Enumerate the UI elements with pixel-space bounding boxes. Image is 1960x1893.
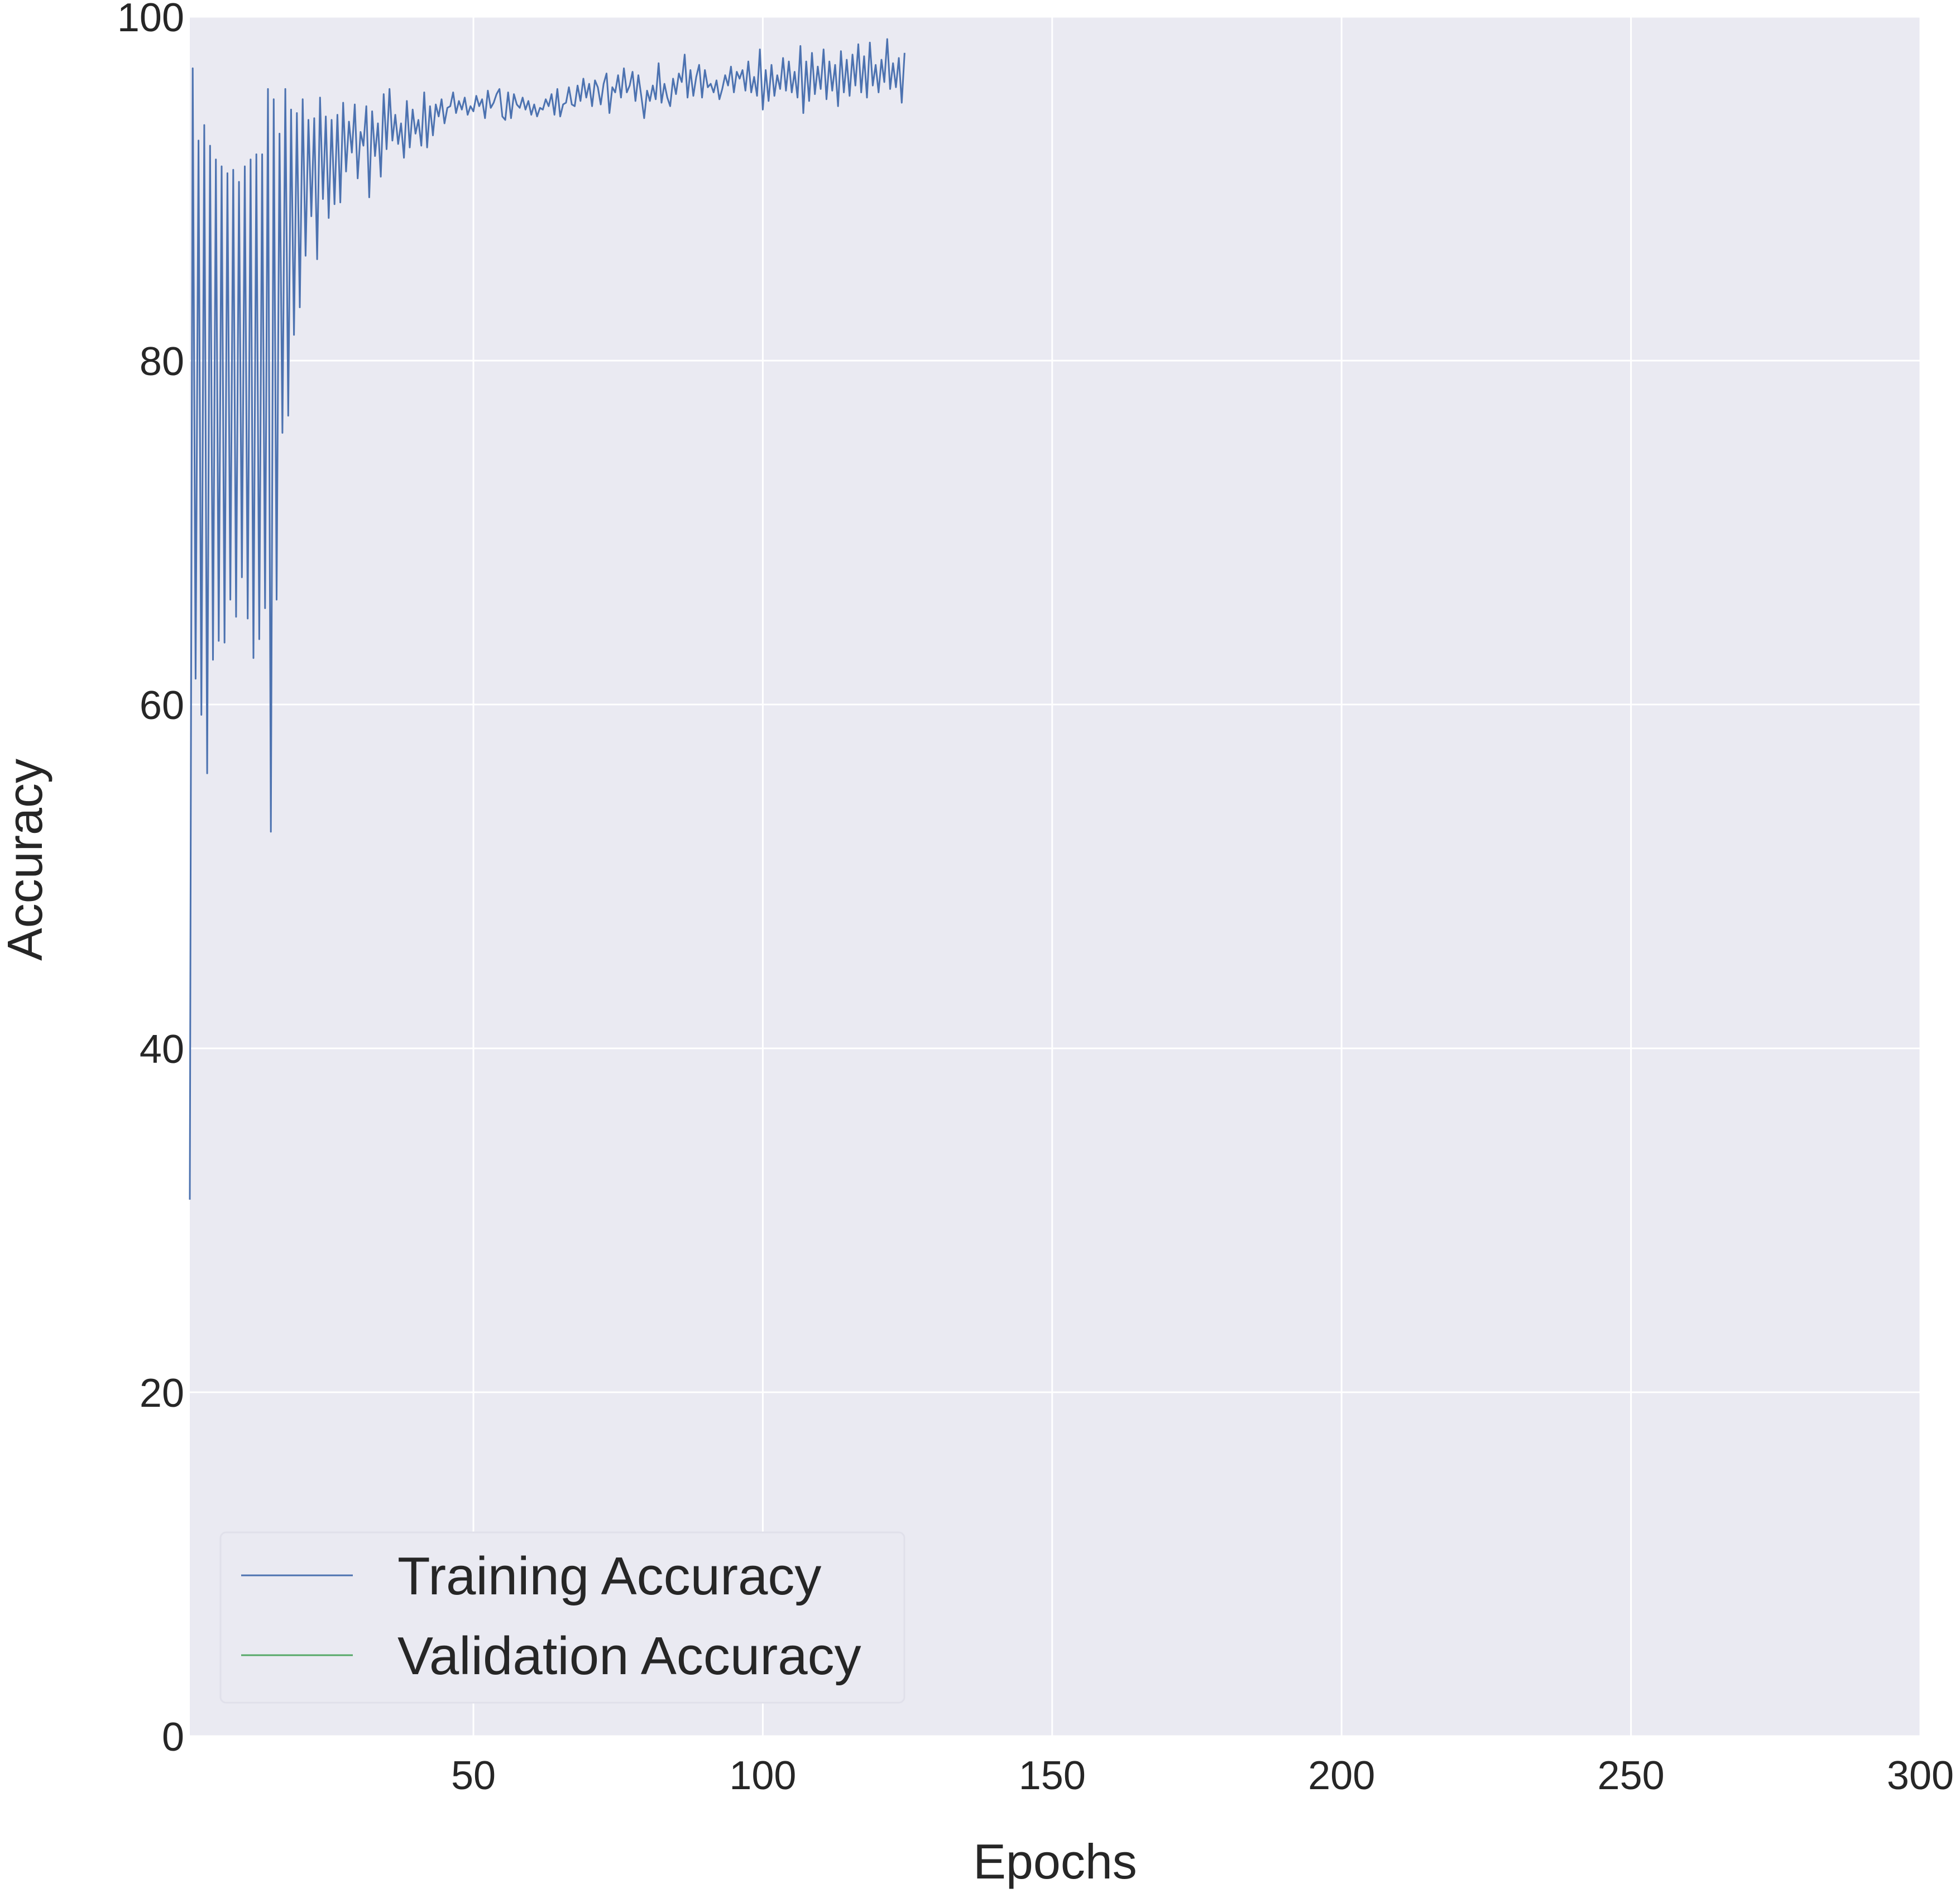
y-tick-label: 20	[140, 1371, 184, 1416]
y-axis-label: Accuracy	[0, 759, 52, 961]
plot-area	[190, 17, 1920, 1736]
y-tick-label: 80	[140, 339, 184, 384]
x-tick-label: 250	[1598, 1753, 1665, 1798]
x-tick-label: 300	[1887, 1753, 1954, 1798]
x-axis-label: Epochs	[973, 1834, 1137, 1889]
y-tick-label: 0	[162, 1715, 184, 1760]
grid-lines	[190, 16, 1921, 1737]
x-tick-label: 100	[729, 1753, 796, 1798]
series-layer	[189, 38, 905, 1200]
tick-labels: 50 100 150 200 250 300 0 20 40 60 80 100	[117, 0, 1954, 1798]
y-tick-label: 60	[140, 683, 184, 728]
legend: Training Accuracy Validation Accuracy	[219, 1531, 905, 1704]
legend-label-training: Training Accuracy	[397, 1546, 821, 1606]
x-tick-label: 200	[1308, 1753, 1375, 1798]
legend-frame	[219, 1531, 905, 1704]
legend-label-validation: Validation Accuracy	[397, 1626, 861, 1686]
series-line-0	[189, 38, 905, 1200]
x-tick-label: 150	[1019, 1753, 1086, 1798]
x-tick-label: 50	[451, 1753, 496, 1798]
y-tick-label: 100	[117, 0, 184, 40]
y-tick-label: 40	[140, 1027, 184, 1072]
